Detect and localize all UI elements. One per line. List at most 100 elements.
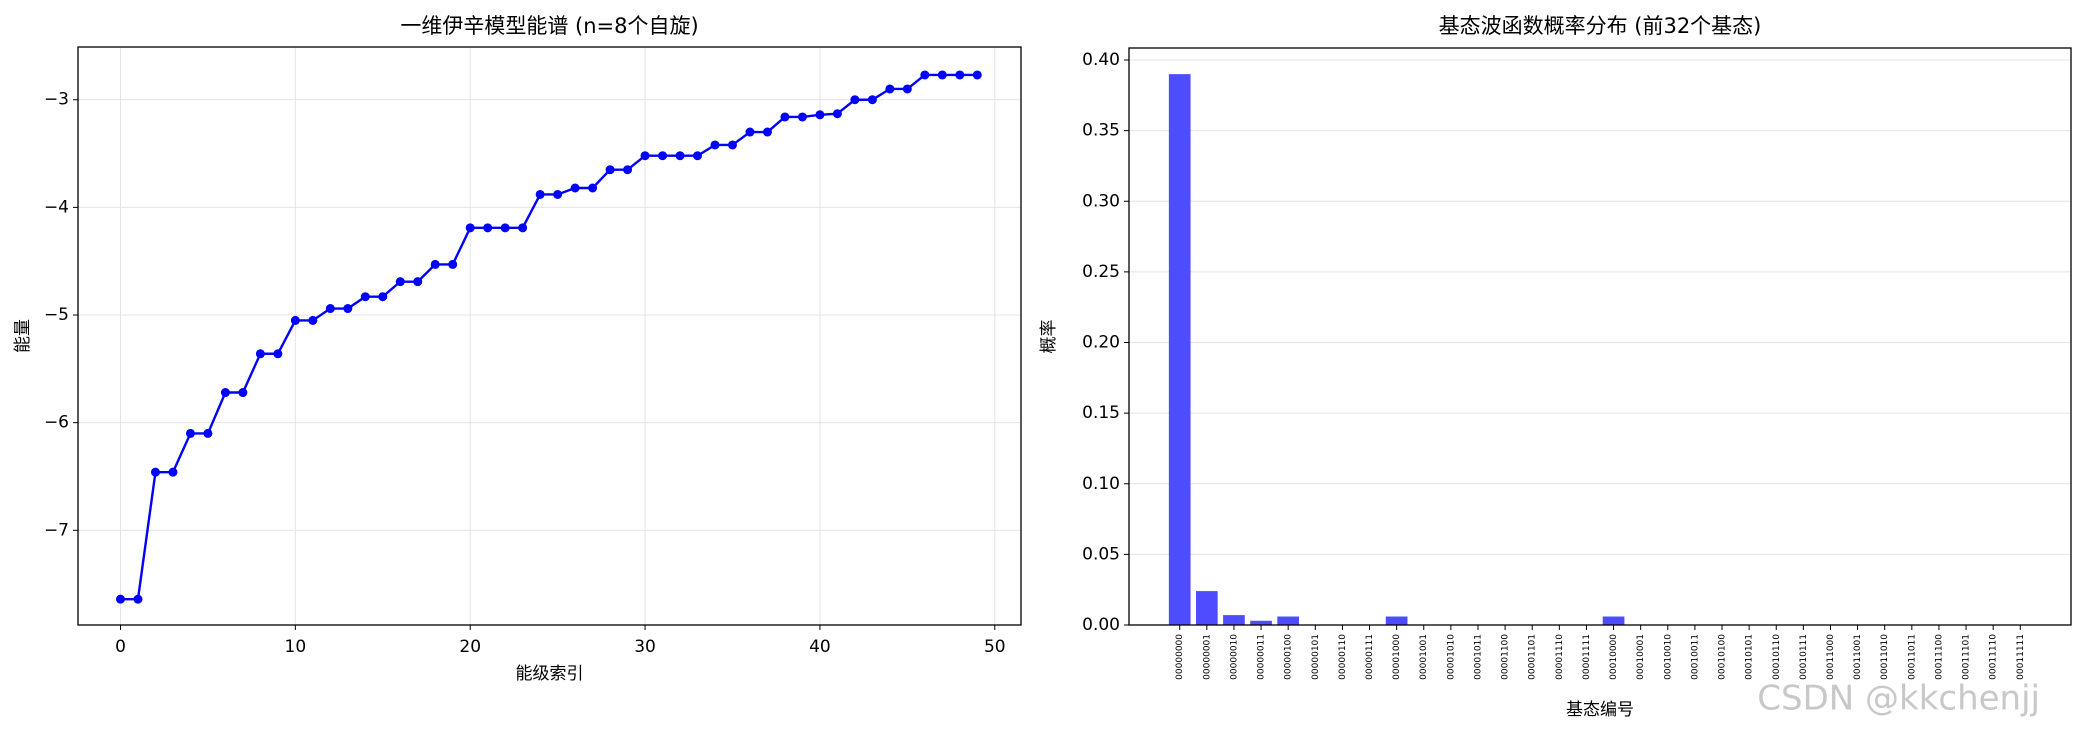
x-tick-label: 00011111	[2016, 634, 2026, 680]
y-tick-label: 0.05	[1082, 544, 1120, 564]
y-tick-label: −5	[44, 305, 69, 325]
point	[902, 84, 912, 94]
bar	[1168, 74, 1191, 625]
watermark: CSDN @kkchenjj	[1757, 679, 2040, 719]
x-tick-label: 00001111	[1582, 634, 1592, 680]
x-axis-label: 能级索引	[516, 664, 584, 684]
x-tick-label: 00010101	[1745, 634, 1755, 680]
x-tick-label: 00010110	[1772, 634, 1782, 680]
x-tick-label: 00010001	[1636, 634, 1646, 680]
point	[745, 127, 755, 137]
point	[762, 127, 772, 137]
y-tick-label: −7	[44, 520, 69, 540]
point	[867, 95, 877, 105]
point	[588, 183, 598, 193]
x-tick-label: 00001011	[1473, 634, 1483, 680]
x-tick-label: 10	[285, 637, 307, 657]
point	[325, 304, 335, 314]
point	[500, 223, 510, 233]
x-axis-label: 基态编号	[1566, 700, 1634, 720]
point	[535, 189, 545, 199]
x-tick-label: 00000000	[1175, 634, 1185, 680]
bar	[1277, 616, 1300, 625]
point	[693, 151, 703, 161]
point	[727, 140, 737, 150]
y-tick-label: 0.30	[1082, 191, 1120, 211]
x-tick-label: 00011110	[1989, 634, 1999, 680]
x-tick-label: 00000111	[1365, 634, 1375, 680]
point	[168, 467, 178, 477]
point	[937, 70, 947, 80]
point	[920, 70, 930, 80]
point	[780, 112, 790, 122]
point	[640, 151, 650, 161]
point	[518, 223, 528, 233]
x-tick-label: 00001000	[1392, 634, 1402, 680]
point	[273, 349, 283, 359]
y-axis-label: 概率	[1039, 320, 1059, 354]
x-tick-label: 00010011	[1690, 634, 1700, 680]
x-tick-label: 00011011	[1907, 634, 1917, 680]
point	[115, 594, 125, 604]
x-tick-label: 00010111	[1799, 634, 1809, 680]
y-tick-label: 0.20	[1082, 333, 1120, 353]
x-tick-label: 00011010	[1880, 634, 1890, 680]
point	[605, 165, 615, 175]
x-tick-label: 00000101	[1311, 634, 1321, 680]
y-tick-label: 0.40	[1082, 50, 1120, 70]
y-tick-label: 0.35	[1082, 121, 1120, 141]
y-tick-label: −3	[44, 90, 69, 110]
point	[395, 277, 405, 287]
x-tick-label: 00000010	[1229, 634, 1239, 680]
point	[343, 304, 353, 314]
point	[203, 428, 213, 438]
point	[465, 223, 475, 233]
y-tick-label: 0.10	[1082, 474, 1120, 494]
x-tick-label: 00001010	[1446, 634, 1456, 680]
plot-frame	[1128, 47, 2072, 626]
y-tick-label: 0.15	[1082, 403, 1120, 423]
point	[972, 70, 982, 80]
point	[150, 467, 160, 477]
x-tick-label: 30	[634, 637, 656, 657]
x-tick-label: 0	[115, 637, 126, 657]
point	[133, 594, 143, 604]
x-tick-label: 00011101	[1962, 634, 1972, 680]
x-tick-label: 00010100	[1718, 634, 1728, 680]
y-tick-label: −4	[44, 197, 69, 217]
point	[815, 110, 825, 120]
bar	[1223, 615, 1245, 625]
point	[832, 109, 842, 119]
point	[955, 70, 965, 80]
point	[710, 140, 720, 150]
chart-title: 一维伊辛模型能谱 (n=8个自旋)	[400, 14, 698, 38]
x-tick-label: 00011001	[1853, 634, 1863, 680]
bar	[1250, 620, 1272, 625]
point	[483, 223, 493, 233]
x-tick-label: 00000110	[1338, 634, 1348, 680]
x-tick-label: 00001110	[1555, 634, 1565, 680]
point	[850, 95, 860, 105]
x-tick-label: 00011000	[1826, 634, 1836, 680]
bar	[1195, 591, 1218, 625]
x-tick-label: 00010000	[1609, 634, 1619, 680]
point	[185, 428, 195, 438]
point	[675, 151, 685, 161]
point	[378, 292, 388, 302]
line	[120, 73, 978, 601]
point	[308, 315, 318, 325]
x-tick-label: 00001100	[1501, 634, 1511, 680]
point	[413, 277, 423, 287]
point	[885, 84, 895, 94]
y-tick-label: −6	[44, 413, 69, 433]
point	[360, 292, 370, 302]
point	[623, 165, 633, 175]
point	[290, 315, 300, 325]
point	[430, 259, 440, 269]
bar	[1602, 616, 1625, 625]
bar	[1385, 616, 1408, 625]
point	[797, 112, 807, 122]
x-tick-label: 20	[459, 637, 481, 657]
point	[220, 388, 230, 398]
x-tick-label: 50	[984, 637, 1006, 657]
